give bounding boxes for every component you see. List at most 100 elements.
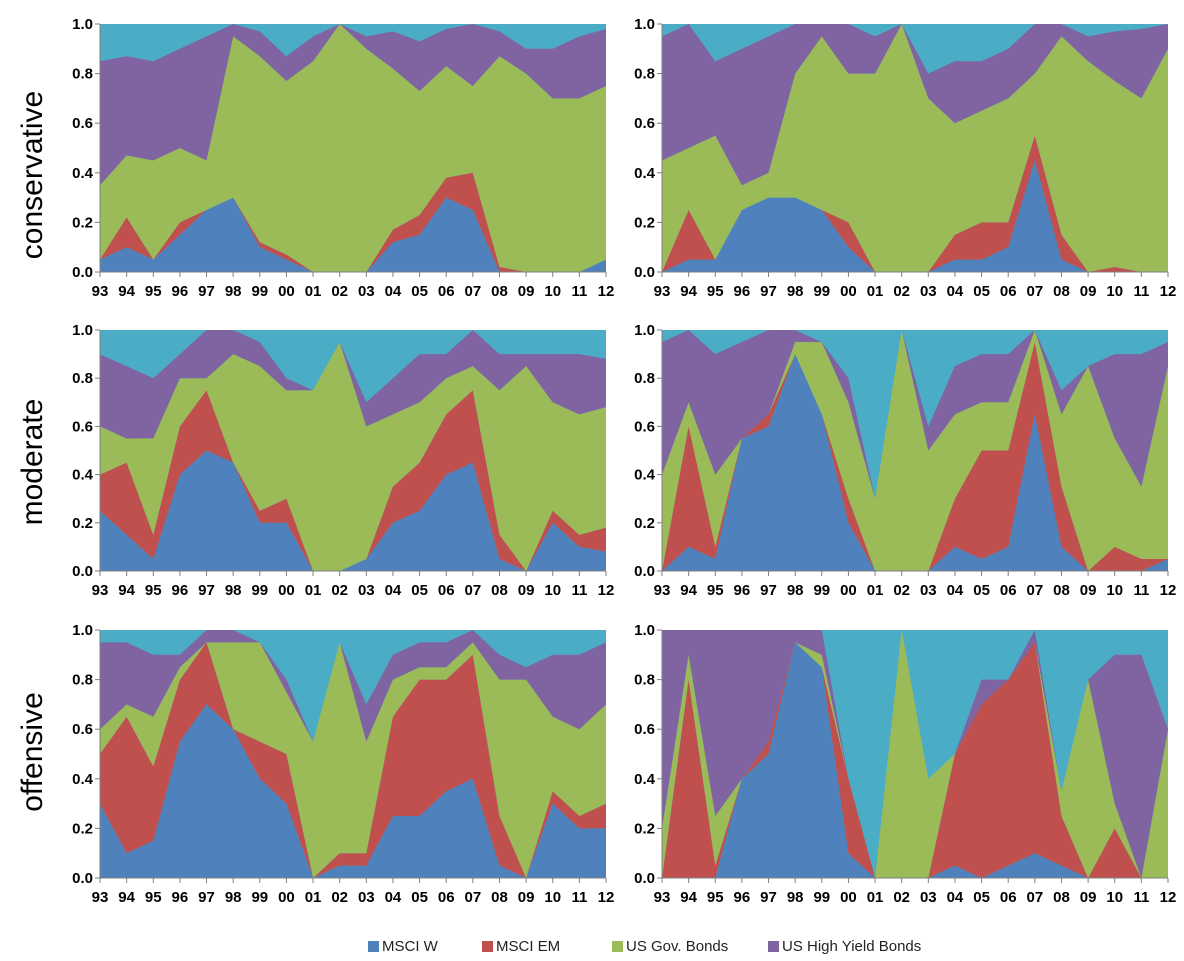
x-tick-label: 06 <box>1000 283 1017 300</box>
area-msci-w <box>100 197 606 272</box>
x-tick-label: 03 <box>358 582 375 599</box>
x-tick-label: 02 <box>331 889 348 906</box>
x-tick-label: 98 <box>225 889 242 906</box>
legend-label-us-high-yield-bonds: US High Yield Bonds <box>782 938 921 955</box>
x-tick-label: 95 <box>145 283 162 300</box>
y-tick-label: 0.6 <box>634 418 655 435</box>
x-tick-label: 05 <box>973 283 990 300</box>
area-msci-w <box>662 642 1168 878</box>
x-tick-label: 12 <box>598 283 615 300</box>
y-tick-label: 0.4 <box>634 165 656 182</box>
y-tick-label: 0.6 <box>634 115 655 132</box>
area-msci-w <box>662 354 1168 571</box>
x-tick-label: 09 <box>1080 889 1097 906</box>
panel-1: 0.0 0.2 0.4 0.6 0.8 1.0 93 94 95 96 97 98 99 00 01 02 03… <box>72 16 614 300</box>
x-tick-label: 07 <box>464 582 481 599</box>
panel-2: 0.0 0.2 0.4 0.6 0.8 1.0 93 94 95 96 97 98 99 00 01 02 03… <box>634 16 1176 300</box>
y-tick-label: 0.2 <box>634 515 655 532</box>
y-tick-label: 0.4 <box>634 771 656 788</box>
y-tick-label: 1.0 <box>634 622 655 639</box>
x-tick-label: 11 <box>1133 889 1149 906</box>
x-tick-label: 95 <box>707 283 724 300</box>
x-tick-label: 93 <box>92 283 109 300</box>
area-us-gov-bonds <box>662 630 1168 878</box>
row-label-conservative: conservative <box>16 91 49 259</box>
x-tick-label: 97 <box>760 582 777 599</box>
y-tick-label: 0.0 <box>634 870 655 887</box>
x-tick-label: 10 <box>1106 582 1123 599</box>
x-tick-label: 02 <box>331 283 348 300</box>
y-tick-label: 0.6 <box>72 418 93 435</box>
x-tick-label: 09 <box>518 889 535 906</box>
y-tick-label: 1.0 <box>634 322 655 339</box>
y-tick-label: 0.8 <box>72 66 93 83</box>
area-us-gov-bonds <box>100 642 606 878</box>
y-tick-label: 1.0 <box>72 322 93 339</box>
x-tick-label: 93 <box>654 889 671 906</box>
x-tick-label: 04 <box>385 283 402 300</box>
x-tick-label: 05 <box>973 889 990 906</box>
y-tick-label: 0.8 <box>72 370 93 387</box>
x-tick-label: 94 <box>118 582 135 599</box>
y-tick-label: 0.2 <box>72 515 93 532</box>
x-tick-label: 00 <box>840 889 857 906</box>
x-tick-label: 99 <box>813 889 830 906</box>
x-tick-label: 03 <box>358 889 375 906</box>
y-tick-label: 0.8 <box>72 672 93 689</box>
x-tick-label: 10 <box>544 889 561 906</box>
y-tick-label: 0.0 <box>72 870 93 887</box>
x-tick-label: 93 <box>654 582 671 599</box>
x-tick-label: 11 <box>1133 283 1149 300</box>
x-tick-label: 00 <box>840 283 857 300</box>
x-tick-label: 96 <box>734 889 751 906</box>
x-tick-label: 95 <box>145 582 162 599</box>
x-tick-label: 06 <box>1000 889 1017 906</box>
x-tick-label: 93 <box>654 283 671 300</box>
x-tick-label: 94 <box>118 889 135 906</box>
x-tick-label: 07 <box>464 283 481 300</box>
x-tick-label: 03 <box>358 283 375 300</box>
x-tick-label: 07 <box>1026 889 1043 906</box>
y-tick-label: 1.0 <box>72 16 93 33</box>
x-tick-label: 02 <box>331 582 348 599</box>
row-label-moderate: moderate <box>16 399 49 526</box>
x-tick-label: 02 <box>893 283 910 300</box>
x-tick-label: 12 <box>598 582 615 599</box>
y-tick-label: 0.6 <box>72 115 93 132</box>
y-tick-label: 0.2 <box>634 214 655 231</box>
x-tick-label: 04 <box>385 582 402 599</box>
x-tick-label: 03 <box>920 889 937 906</box>
y-tick-label: 0.8 <box>634 66 655 83</box>
row-label-offensive: offensive <box>16 692 49 812</box>
x-tick-label: 06 <box>438 283 455 300</box>
x-tick-label: 07 <box>1026 283 1043 300</box>
x-tick-label: 00 <box>840 582 857 599</box>
area-msci-w <box>100 450 606 571</box>
legend-label-us-gov-bonds: US Gov. Bonds <box>626 938 728 955</box>
x-tick-label: 94 <box>680 889 697 906</box>
legend-label-msci-w: MSCI W <box>382 938 439 955</box>
y-tick-label: 1.0 <box>634 16 655 33</box>
x-tick-label: 06 <box>1000 582 1017 599</box>
x-tick-label: 97 <box>198 582 215 599</box>
x-tick-label: 04 <box>385 889 402 906</box>
y-tick-label: 0.2 <box>634 820 655 837</box>
panel-4: 0.0 0.2 0.4 0.6 0.8 1.0 93 94 95 96 97 98 99 00 01 02 03… <box>634 322 1176 599</box>
x-tick-label: 00 <box>278 283 295 300</box>
x-tick-label: 10 <box>544 582 561 599</box>
x-tick-label: 96 <box>172 889 189 906</box>
x-tick-label: 95 <box>145 889 162 906</box>
x-tick-label: 95 <box>707 582 724 599</box>
panel-3: 0.0 0.2 0.4 0.6 0.8 1.0 93 94 95 96 97 98 99 00 01 02 03… <box>72 322 614 599</box>
area-msci-em <box>100 390 606 571</box>
y-tick-label: 0.2 <box>72 214 93 231</box>
area-us-gov-bonds <box>100 342 606 571</box>
x-tick-label: 98 <box>225 582 242 599</box>
y-tick-label: 0.4 <box>634 467 656 484</box>
x-tick-label: 05 <box>973 582 990 599</box>
x-tick-label: 12 <box>1160 889 1177 906</box>
area-us-high-yield-bonds <box>100 24 606 186</box>
x-tick-label: 12 <box>1160 283 1177 300</box>
y-tick-label: 0.6 <box>72 721 93 738</box>
x-tick-label: 09 <box>518 582 535 599</box>
